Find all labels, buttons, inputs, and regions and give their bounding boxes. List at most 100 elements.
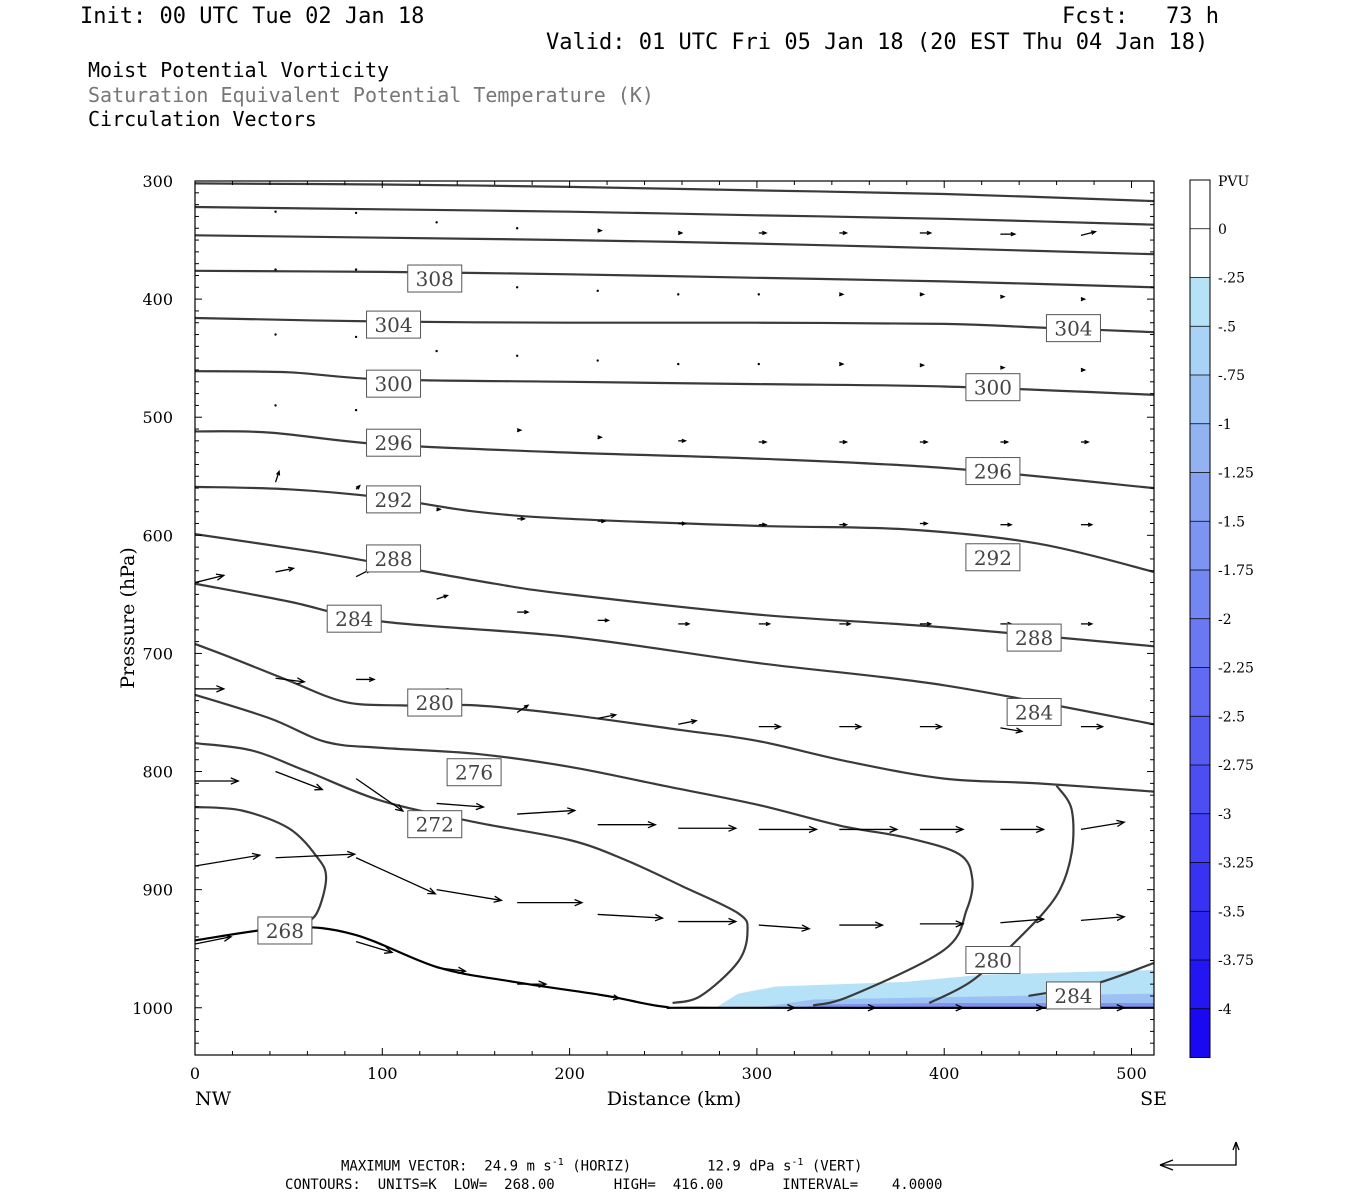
contour-label-box — [446, 758, 502, 787]
contour-label-box — [965, 457, 1021, 486]
circulation-vector — [1080, 439, 1090, 445]
theta-contour — [195, 582, 1154, 726]
colorbar-level-label: -2 — [1218, 612, 1232, 628]
vector-head — [842, 522, 849, 527]
vector-dot — [274, 333, 277, 336]
max-vert-tag: (VERT) — [811, 1158, 863, 1175]
contour-label-box — [366, 310, 422, 339]
vector-head — [762, 230, 768, 236]
vector-head — [846, 621, 852, 627]
theta-contour — [195, 742, 749, 1005]
circulation-vector — [1080, 621, 1094, 627]
circulation-vector — [919, 363, 926, 368]
vector-head — [1116, 1004, 1126, 1012]
vector-shaft — [597, 913, 663, 919]
circulation-vector — [515, 286, 519, 289]
vector-shaft — [597, 714, 616, 720]
contour-label-text: 296 — [374, 431, 412, 455]
circulation-vector — [596, 359, 599, 362]
vector-head — [681, 438, 688, 443]
vector-head — [762, 439, 768, 445]
vector-dot — [435, 221, 438, 224]
endpoint-left: NW — [195, 1088, 232, 1110]
vector-head — [1080, 296, 1087, 302]
vector-head — [223, 934, 233, 942]
circulation-vector — [517, 516, 527, 521]
vector-head — [427, 887, 437, 895]
circulation-vector — [839, 439, 849, 445]
circulation-vector — [677, 230, 684, 236]
vector-head — [296, 677, 306, 685]
circulation-vector — [919, 230, 933, 236]
contour-label-text: 292 — [374, 488, 412, 512]
circulation-vector — [195, 777, 240, 785]
contour-label-text: 288 — [1015, 626, 1053, 650]
vector-head — [1116, 913, 1126, 922]
circulation-vector — [436, 966, 468, 975]
circulation-vector — [678, 438, 688, 443]
vector-head — [610, 713, 618, 719]
vector-dot — [677, 293, 680, 296]
contour-label-text: 284 — [1054, 984, 1092, 1008]
contour-label-box — [257, 916, 313, 945]
contour-label: 292 — [965, 543, 1021, 572]
vector-shaft — [355, 857, 436, 895]
vector-head — [523, 704, 530, 709]
circulation-vector — [515, 354, 519, 357]
circulation-vector — [597, 821, 657, 829]
theta-contour — [195, 430, 1154, 490]
vector-head — [1003, 439, 1010, 445]
circulation-vector — [1000, 1004, 1046, 1012]
vector-dot — [274, 404, 277, 407]
circulation-vector — [1000, 294, 1006, 299]
colorbar-swatch — [1190, 765, 1210, 814]
colorbar-level-label: -1.75 — [1218, 563, 1254, 579]
contour-label: 300 — [366, 369, 422, 398]
vector-head — [955, 825, 965, 834]
circulation-vector — [1080, 230, 1098, 236]
circulation-vector — [515, 227, 519, 230]
contour-label: 284 — [326, 604, 382, 633]
vector-shaft — [1080, 821, 1125, 831]
vector-dot — [354, 408, 358, 412]
circulation-vector — [758, 439, 768, 445]
contour-label-text: 292 — [974, 546, 1012, 570]
circulation-vector — [919, 621, 933, 627]
vector-head — [889, 825, 899, 834]
circulation-vector — [516, 428, 523, 433]
y-tick-label: 700 — [142, 644, 173, 663]
theta-contour — [195, 370, 1154, 396]
contour-label: 292 — [366, 485, 422, 514]
x-tick-label: 100 — [367, 1064, 398, 1083]
contour-label-text: 272 — [416, 813, 454, 837]
circulation-vector — [678, 621, 691, 627]
contour-label: 280 — [965, 946, 1021, 975]
circulation-vector — [597, 519, 607, 524]
y-tick-label: 500 — [142, 408, 173, 427]
theta-contour — [195, 485, 1154, 573]
contour-label-box — [965, 543, 1021, 572]
max-vector-label: MAXIMUM VECTOR: — [341, 1158, 468, 1175]
vector-head — [919, 363, 926, 368]
circulation-vector — [678, 521, 688, 526]
vector-head — [1010, 231, 1017, 237]
vector-head — [1084, 439, 1090, 445]
colorbar-swatch — [1190, 180, 1210, 229]
vector-head — [1000, 294, 1006, 299]
colorbar-level-label: -2.75 — [1218, 758, 1254, 774]
vector-head — [574, 898, 584, 907]
vector-shaft — [1080, 231, 1096, 236]
contour-label-text: 304 — [1054, 317, 1092, 341]
contour-label-text: 276 — [455, 761, 493, 785]
circulation-vector — [1080, 522, 1094, 527]
circulation-vector — [678, 718, 698, 725]
vector-shaft — [436, 889, 502, 902]
vector-head — [604, 618, 611, 623]
y-tick-label: 900 — [142, 881, 173, 900]
contour-label-text: 268 — [266, 919, 304, 943]
circulation-vector — [839, 621, 852, 627]
vector-head — [597, 228, 603, 233]
circulation-vector — [919, 825, 965, 834]
x-tick-label: 500 — [1116, 1064, 1147, 1083]
colorbar-level-label: -3 — [1218, 807, 1232, 823]
